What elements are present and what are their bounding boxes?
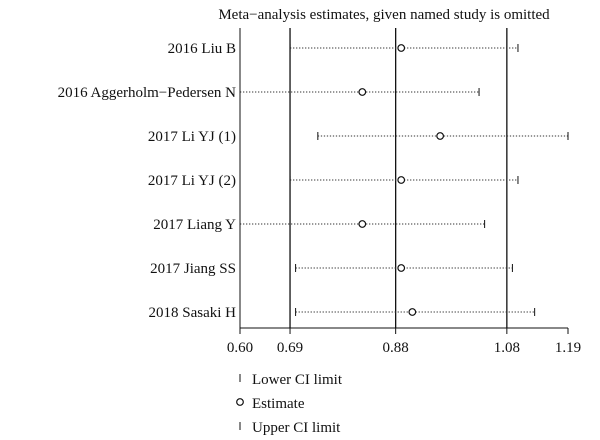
estimate-point <box>397 44 406 52</box>
legend-label: Upper CI limit <box>252 420 341 436</box>
study-label: 2016 Liu B <box>168 41 236 57</box>
legend-label: Estimate <box>252 396 305 412</box>
ci-marks <box>239 44 569 316</box>
x-axis: 0.60 0.69 0.88 1.08 1.19 <box>227 328 581 356</box>
x-tick-label: 0.69 <box>277 340 303 356</box>
x-tick-label: 0.88 <box>383 340 409 356</box>
study-label: 2017 Liang Y <box>153 217 236 233</box>
study-label: 2017 Li YJ (2) <box>148 173 236 189</box>
legend-estimate-icon <box>236 398 244 406</box>
x-tick-label: 0.60 <box>227 340 253 356</box>
x-tick-label: 1.08 <box>494 340 520 356</box>
study-label: 2017 Li YJ (1) <box>148 129 236 145</box>
x-tick-label: 1.19 <box>555 340 581 356</box>
legend: Lower CI limit Estimate Upper CI limit <box>236 372 343 436</box>
estimate-point <box>397 264 406 272</box>
estimate-point <box>397 176 406 184</box>
estimate-point <box>408 308 417 316</box>
estimate-point <box>358 220 367 228</box>
legend-label: Lower CI limit <box>252 372 343 388</box>
chart-title: Meta−analysis estimates, given named stu… <box>218 7 550 23</box>
estimate-point <box>436 132 445 140</box>
study-label: 2016 Aggerholm−Pedersen N <box>58 85 237 101</box>
estimate-point <box>358 88 367 96</box>
study-label: 2017 Jiang SS <box>150 261 236 277</box>
study-labels: 2016 Liu B 2016 Aggerholm−Pedersen N 2017 … <box>58 41 237 321</box>
study-label: 2018 Sasaki H <box>149 305 237 321</box>
plot-frame <box>239 28 568 329</box>
